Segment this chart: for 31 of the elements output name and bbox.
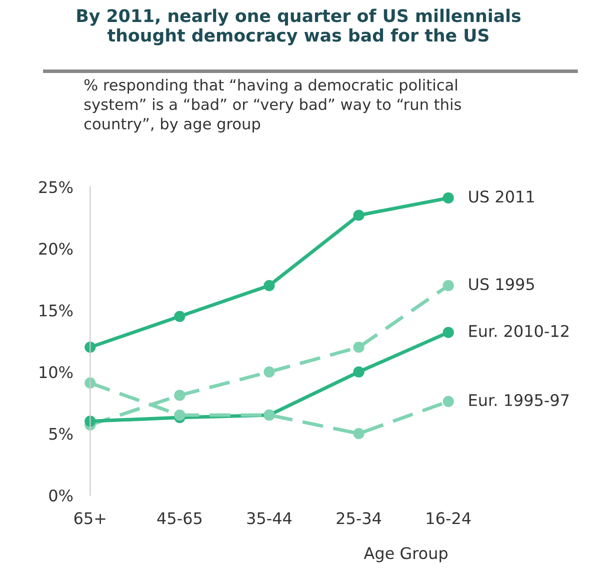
point — [353, 342, 364, 353]
x-tick-label: 16-24 — [426, 512, 471, 524]
series-label: Eur. 1995-97 — [469, 394, 569, 406]
series-label: Eur. 2010-12 — [469, 324, 568, 338]
series-label: US 1995 — [469, 278, 534, 290]
point — [174, 410, 186, 421]
x-axis-title: Age Group — [364, 547, 448, 562]
point — [353, 428, 364, 440]
y-tick-label: 20% — [39, 242, 73, 255]
chart-subtitle: % responding that “having a democratic political system” is a “bad” or “very bad” way to “run this country”, by age group — [84, 78, 461, 132]
point — [264, 280, 275, 292]
point — [442, 280, 454, 292]
x-tick-label: 45-65 — [157, 512, 202, 524]
y-tick-label: 5% — [49, 428, 73, 440]
x-tick-label: 35-44 — [247, 512, 292, 524]
series-label: US 2011 — [469, 190, 534, 203]
point — [353, 210, 364, 221]
point — [353, 366, 364, 378]
y-tick-label: 25% — [39, 181, 73, 194]
chart-title: By 2011, nearly one quarter of US millennials thought democracy was bad for the US — [77, 8, 521, 46]
point — [174, 390, 186, 401]
y-tick-label: 10% — [40, 366, 73, 378]
point — [264, 366, 275, 378]
point — [174, 310, 186, 322]
y-tick-label: 0% — [49, 489, 73, 502]
point — [442, 192, 454, 204]
x-tick-label: 65+ — [74, 512, 106, 524]
y-tick-label: 15% — [40, 304, 73, 317]
point — [442, 396, 454, 408]
x-tick-label: 25-34 — [336, 512, 382, 524]
point — [442, 326, 454, 338]
